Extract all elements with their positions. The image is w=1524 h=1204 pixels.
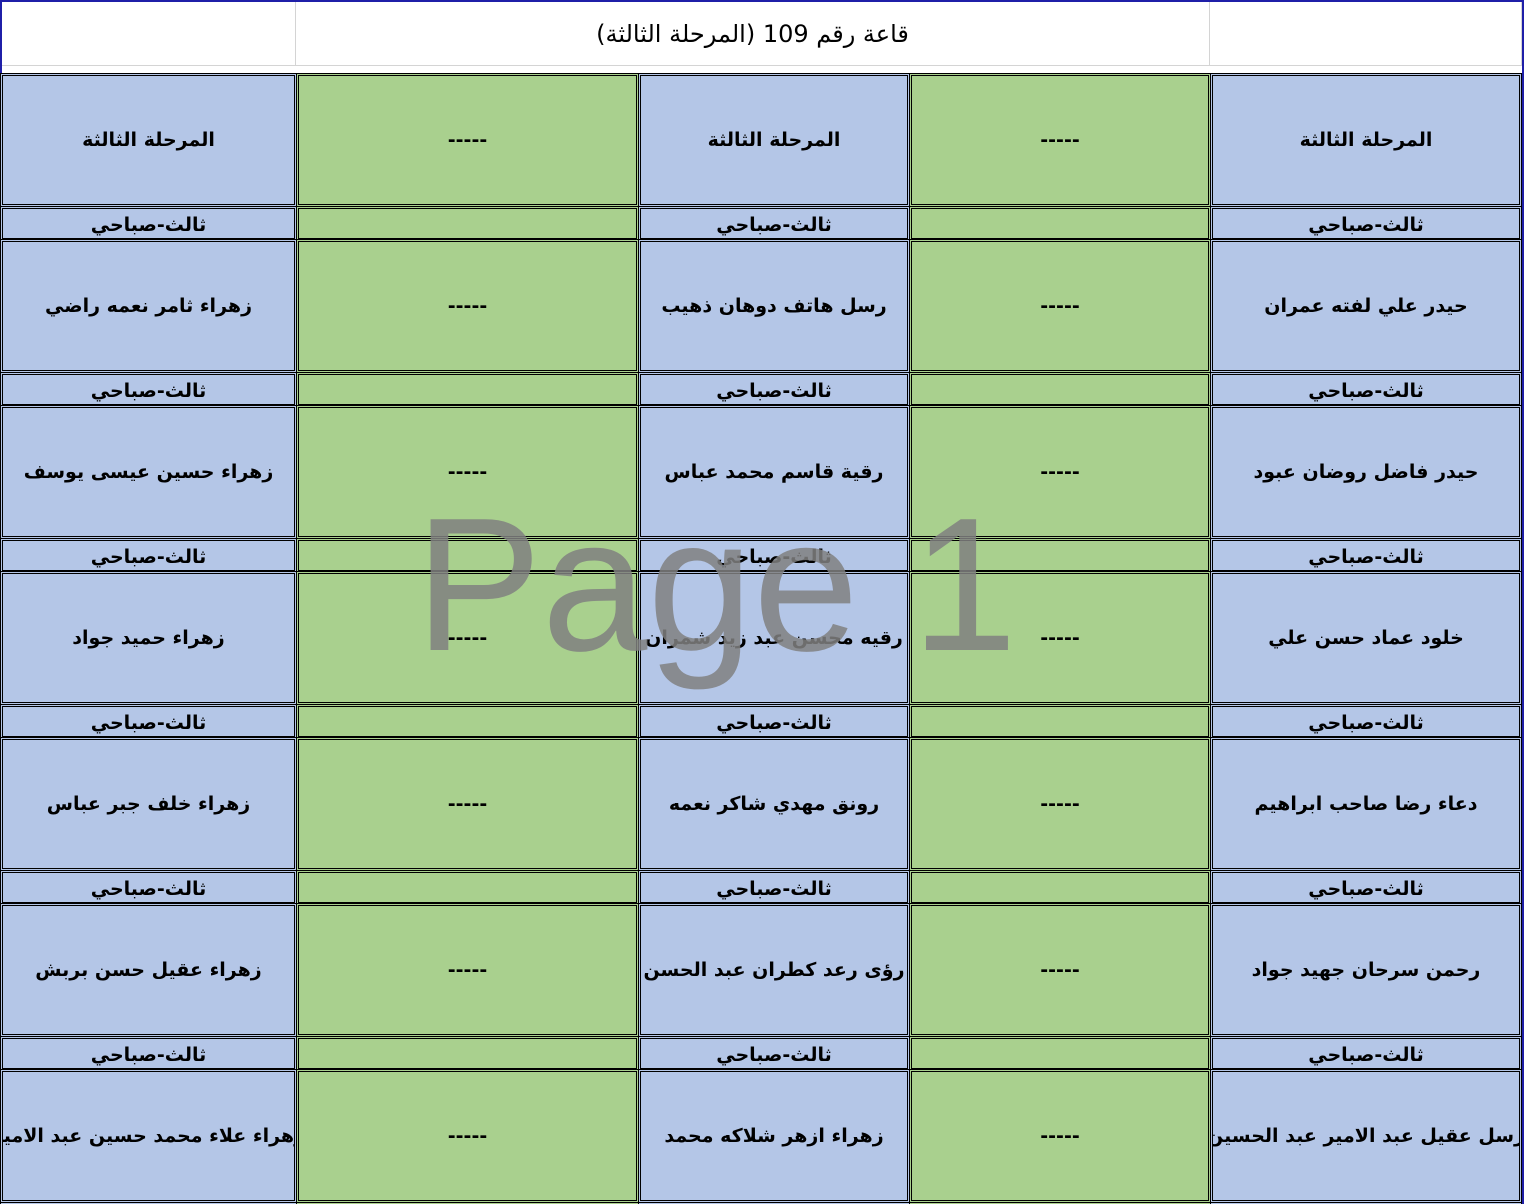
student-name-cell[interactable]: رقية قاسم محمد عباس	[638, 405, 910, 539]
empty-seat-cell[interactable]: -----	[296, 903, 639, 1037]
student-name-cell[interactable]: رونق مهدي شاكر نعمه	[638, 737, 910, 871]
empty-shift-cell[interactable]	[909, 206, 1211, 241]
student-name-cell[interactable]: حيدر فاضل روضان عبود	[1210, 405, 1522, 539]
shift-cell[interactable]: ثالث-صباحي	[0, 1036, 297, 1071]
stage-header-cell[interactable]: المرحلة الثالثة	[0, 73, 297, 207]
shift-cell[interactable]: ثالث-صباحي	[638, 870, 910, 905]
empty-shift-cell[interactable]	[296, 372, 639, 407]
student-name-cell[interactable]: رؤى رعد كطران عبد الحسن	[638, 903, 910, 1037]
shift-cell[interactable]: ثالث-صباحي	[638, 538, 910, 573]
shift-cell[interactable]: ثالث-صباحي	[0, 206, 297, 241]
student-name-cell[interactable]: زهراء عقيل حسن بربش	[0, 903, 297, 1037]
student-name-cell[interactable]: رسل عقيل عبد الامير عبد الحسين	[1210, 1069, 1522, 1203]
empty-shift-cell[interactable]	[909, 372, 1211, 407]
student-name-cell[interactable]: رقيه محسن عبد زيد شمران	[638, 571, 910, 705]
student-name-cell[interactable]: رحمن سرحان جهيد جواد	[1210, 903, 1522, 1037]
stage-header-cell[interactable]: المرحلة الثالثة	[1210, 73, 1522, 207]
stage-header-cell[interactable]: المرحلة الثالثة	[638, 73, 910, 207]
empty-seat-cell[interactable]: -----	[909, 73, 1211, 207]
shift-cell[interactable]: ثالث-صباحي	[1210, 372, 1522, 407]
empty-seat-cell[interactable]: -----	[909, 1069, 1211, 1203]
shift-cell[interactable]: ثالث-صباحي	[0, 870, 297, 905]
empty-shift-cell[interactable]	[296, 1036, 639, 1071]
empty-seat-cell[interactable]: -----	[296, 737, 639, 871]
page-title: قاعة رقم 109 (المرحلة الثالثة)	[296, 2, 1210, 66]
empty-shift-cell[interactable]	[909, 1202, 1211, 1204]
shift-cell[interactable]: ثالث-صباحي	[638, 1036, 910, 1071]
shift-cell[interactable]: ثالث-صباحي	[1210, 1202, 1522, 1204]
empty-seat-cell[interactable]: -----	[296, 405, 639, 539]
shift-cell[interactable]: ثالث-صباحي	[638, 206, 910, 241]
empty-shift-cell[interactable]	[296, 704, 639, 739]
empty-shift-cell[interactable]	[909, 1036, 1211, 1071]
shift-cell[interactable]: ثالث-صباحي	[1210, 206, 1522, 241]
empty-shift-cell[interactable]	[909, 870, 1211, 905]
student-name-cell[interactable]: رسل هاتف دوهان ذهيب	[638, 239, 910, 373]
student-name-cell[interactable]: دعاء رضا صاحب ابراهيم	[1210, 737, 1522, 871]
shift-cell[interactable]: ثالث-صباحي	[638, 704, 910, 739]
shift-cell[interactable]: ثالث-صباحي	[638, 372, 910, 407]
empty-seat-cell[interactable]: -----	[296, 571, 639, 705]
shift-cell[interactable]: ثالث-صباحي	[0, 704, 297, 739]
empty-seat-cell[interactable]: -----	[296, 239, 639, 373]
empty-seat-cell[interactable]: -----	[909, 405, 1211, 539]
empty-shift-cell[interactable]	[296, 206, 639, 241]
shift-cell[interactable]: ثالث-صباحي	[1210, 538, 1522, 573]
empty-seat-cell[interactable]: -----	[909, 571, 1211, 705]
shift-cell[interactable]: ثالث-صباحي	[0, 372, 297, 407]
empty-seat-cell[interactable]: -----	[296, 73, 639, 207]
empty-shift-cell[interactable]	[909, 704, 1211, 739]
empty-shift-cell[interactable]	[296, 1202, 639, 1204]
empty-seat-cell[interactable]: -----	[296, 1069, 639, 1203]
empty-seat-cell[interactable]: -----	[909, 239, 1211, 373]
empty-shift-cell[interactable]	[296, 538, 639, 573]
empty-shift-cell[interactable]	[296, 870, 639, 905]
student-name-cell[interactable]: زهراء خلف جبر عباس	[0, 737, 297, 871]
student-name-cell[interactable]: زهراء ازهر شلاكه محمد	[638, 1069, 910, 1203]
shift-cell[interactable]: ثالث-صباحي	[0, 538, 297, 573]
shift-cell[interactable]: ثالث-صباحي	[638, 1202, 910, 1204]
shift-cell[interactable]: ثالث-صباحي	[0, 1202, 297, 1204]
shift-cell[interactable]: ثالث-صباحي	[1210, 870, 1522, 905]
empty-shift-cell[interactable]	[909, 538, 1211, 573]
shift-cell[interactable]: ثالث-صباحي	[1210, 1036, 1522, 1071]
header-blank-right	[1210, 2, 1522, 66]
student-name-cell[interactable]: حيدر علي لفته عمران	[1210, 239, 1522, 373]
header-blank-left	[2, 2, 296, 66]
student-name-cell[interactable]: زهراء حسين عيسى يوسف	[0, 405, 297, 539]
student-name-cell[interactable]: زهراء ثامر نعمه راضي	[0, 239, 297, 373]
student-name-cell[interactable]: خلود عماد حسن علي	[1210, 571, 1522, 705]
student-name-cell[interactable]: زهراء علاء محمد حسين عبد الامير	[0, 1069, 297, 1203]
empty-seat-cell[interactable]: -----	[909, 737, 1211, 871]
empty-seat-cell[interactable]: -----	[909, 903, 1211, 1037]
student-name-cell[interactable]: زهراء حميد جواد	[0, 571, 297, 705]
shift-cell[interactable]: ثالث-صباحي	[1210, 704, 1522, 739]
